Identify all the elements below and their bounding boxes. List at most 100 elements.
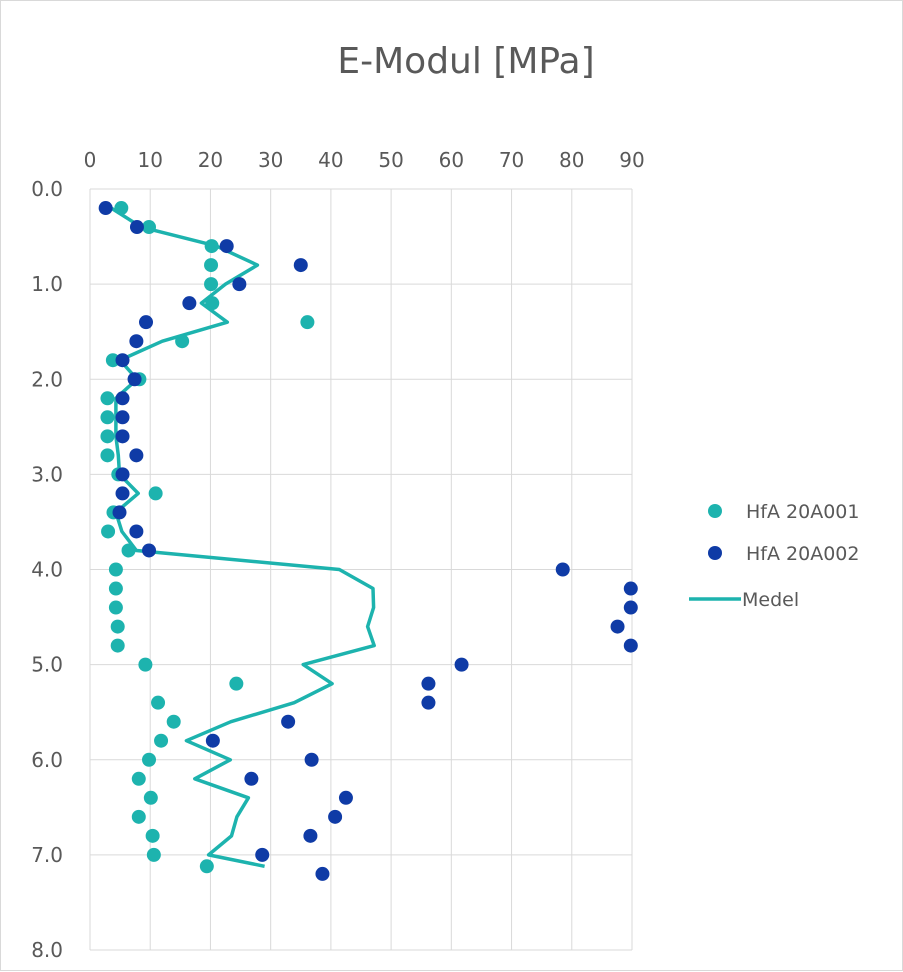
legend-item: HfA 20A001 <box>708 501 859 523</box>
legend-item: Medel <box>689 589 799 611</box>
legend-dot-marker <box>708 504 722 518</box>
series-hfa-20a002 <box>98 201 638 881</box>
data-point <box>127 372 142 387</box>
data-point <box>229 676 244 691</box>
data-point <box>100 410 115 425</box>
data-point <box>110 619 125 634</box>
data-point <box>115 353 130 368</box>
data-point <box>108 562 123 577</box>
data-point <box>204 258 219 273</box>
data-point <box>303 828 318 843</box>
y-tick-label: 7.0 <box>31 843 63 867</box>
y-tick-label: 8.0 <box>31 938 63 962</box>
data-point <box>142 220 157 235</box>
data-point <box>115 486 130 501</box>
data-point <box>129 448 144 463</box>
data-point <box>182 296 197 311</box>
data-point <box>338 790 353 805</box>
data-point <box>421 676 436 691</box>
legend-item: HfA 20A002 <box>708 543 859 565</box>
data-point <box>129 220 144 235</box>
y-tick-label: 2.0 <box>31 367 63 391</box>
x-tick-label: 40 <box>318 148 343 172</box>
data-point <box>129 524 144 539</box>
data-point <box>555 562 570 577</box>
y-tick-label: 3.0 <box>31 462 63 486</box>
y-tick-label: 6.0 <box>31 748 63 772</box>
y-tick-label: 0.0 <box>31 177 63 201</box>
data-point <box>142 752 157 767</box>
data-point <box>146 847 161 862</box>
legend-label: Medel <box>742 589 799 611</box>
data-point <box>108 581 123 596</box>
data-point <box>244 771 259 786</box>
data-point <box>199 859 214 874</box>
data-point <box>304 752 319 767</box>
data-point <box>115 467 130 482</box>
data-point <box>145 828 160 843</box>
x-tick-label: 90 <box>619 148 644 172</box>
data-point <box>112 505 127 520</box>
data-point <box>142 543 157 558</box>
data-point <box>131 771 146 786</box>
data-point <box>143 790 158 805</box>
data-point <box>131 809 146 824</box>
x-tick-label: 30 <box>258 148 283 172</box>
x-tick-label: 10 <box>137 148 162 172</box>
data-point <box>115 429 130 444</box>
data-point <box>100 391 115 406</box>
data-point <box>232 277 247 292</box>
data-point <box>328 809 343 824</box>
data-point <box>421 695 436 710</box>
data-point <box>623 581 638 596</box>
data-point <box>454 657 469 672</box>
data-point <box>204 277 219 292</box>
x-tick-label: 80 <box>559 148 584 172</box>
data-point <box>205 296 220 311</box>
x-tick-label: 70 <box>499 148 524 172</box>
data-point <box>623 600 638 615</box>
data-point <box>166 714 181 729</box>
legend-dot-marker <box>708 546 722 560</box>
data-point <box>151 695 166 710</box>
data-point <box>175 334 190 349</box>
y-tick-label: 5.0 <box>31 653 63 677</box>
data-point <box>205 733 220 748</box>
legend-label: HfA 20A002 <box>746 543 859 565</box>
data-point <box>110 638 125 653</box>
chart-title: E-Modul [MPa] <box>337 41 594 82</box>
data-point <box>293 258 308 273</box>
data-point <box>100 429 115 444</box>
data-point <box>623 638 638 653</box>
x-tick-label: 20 <box>198 148 223 172</box>
data-point <box>281 714 296 729</box>
data-point <box>139 315 154 330</box>
data-point <box>129 334 144 349</box>
data-point <box>101 524 116 539</box>
data-point <box>300 315 315 330</box>
data-point <box>115 391 130 406</box>
legend: HfA 20A001 HfA 20A002 Medel <box>689 501 859 611</box>
x-axis-tick-labels: 0 10 20 30 40 50 60 70 80 90 <box>84 148 645 172</box>
data-point <box>154 733 169 748</box>
data-point <box>115 410 130 425</box>
gridlines <box>89 188 633 951</box>
data-point <box>121 543 136 558</box>
data-point <box>255 847 270 862</box>
data-point <box>108 600 123 615</box>
x-tick-label: 0 <box>84 148 97 172</box>
y-tick-label: 1.0 <box>31 272 63 296</box>
data-point <box>219 239 234 254</box>
legend-label: HfA 20A001 <box>746 501 859 523</box>
data-point <box>98 201 113 216</box>
x-tick-label: 60 <box>439 148 464 172</box>
data-point <box>100 448 115 463</box>
x-tick-label: 50 <box>378 148 403 172</box>
series-line-medel <box>110 206 376 869</box>
data-point <box>315 866 330 881</box>
data-point <box>610 619 625 634</box>
plot-series <box>98 201 638 881</box>
y-tick-label: 4.0 <box>31 558 63 582</box>
